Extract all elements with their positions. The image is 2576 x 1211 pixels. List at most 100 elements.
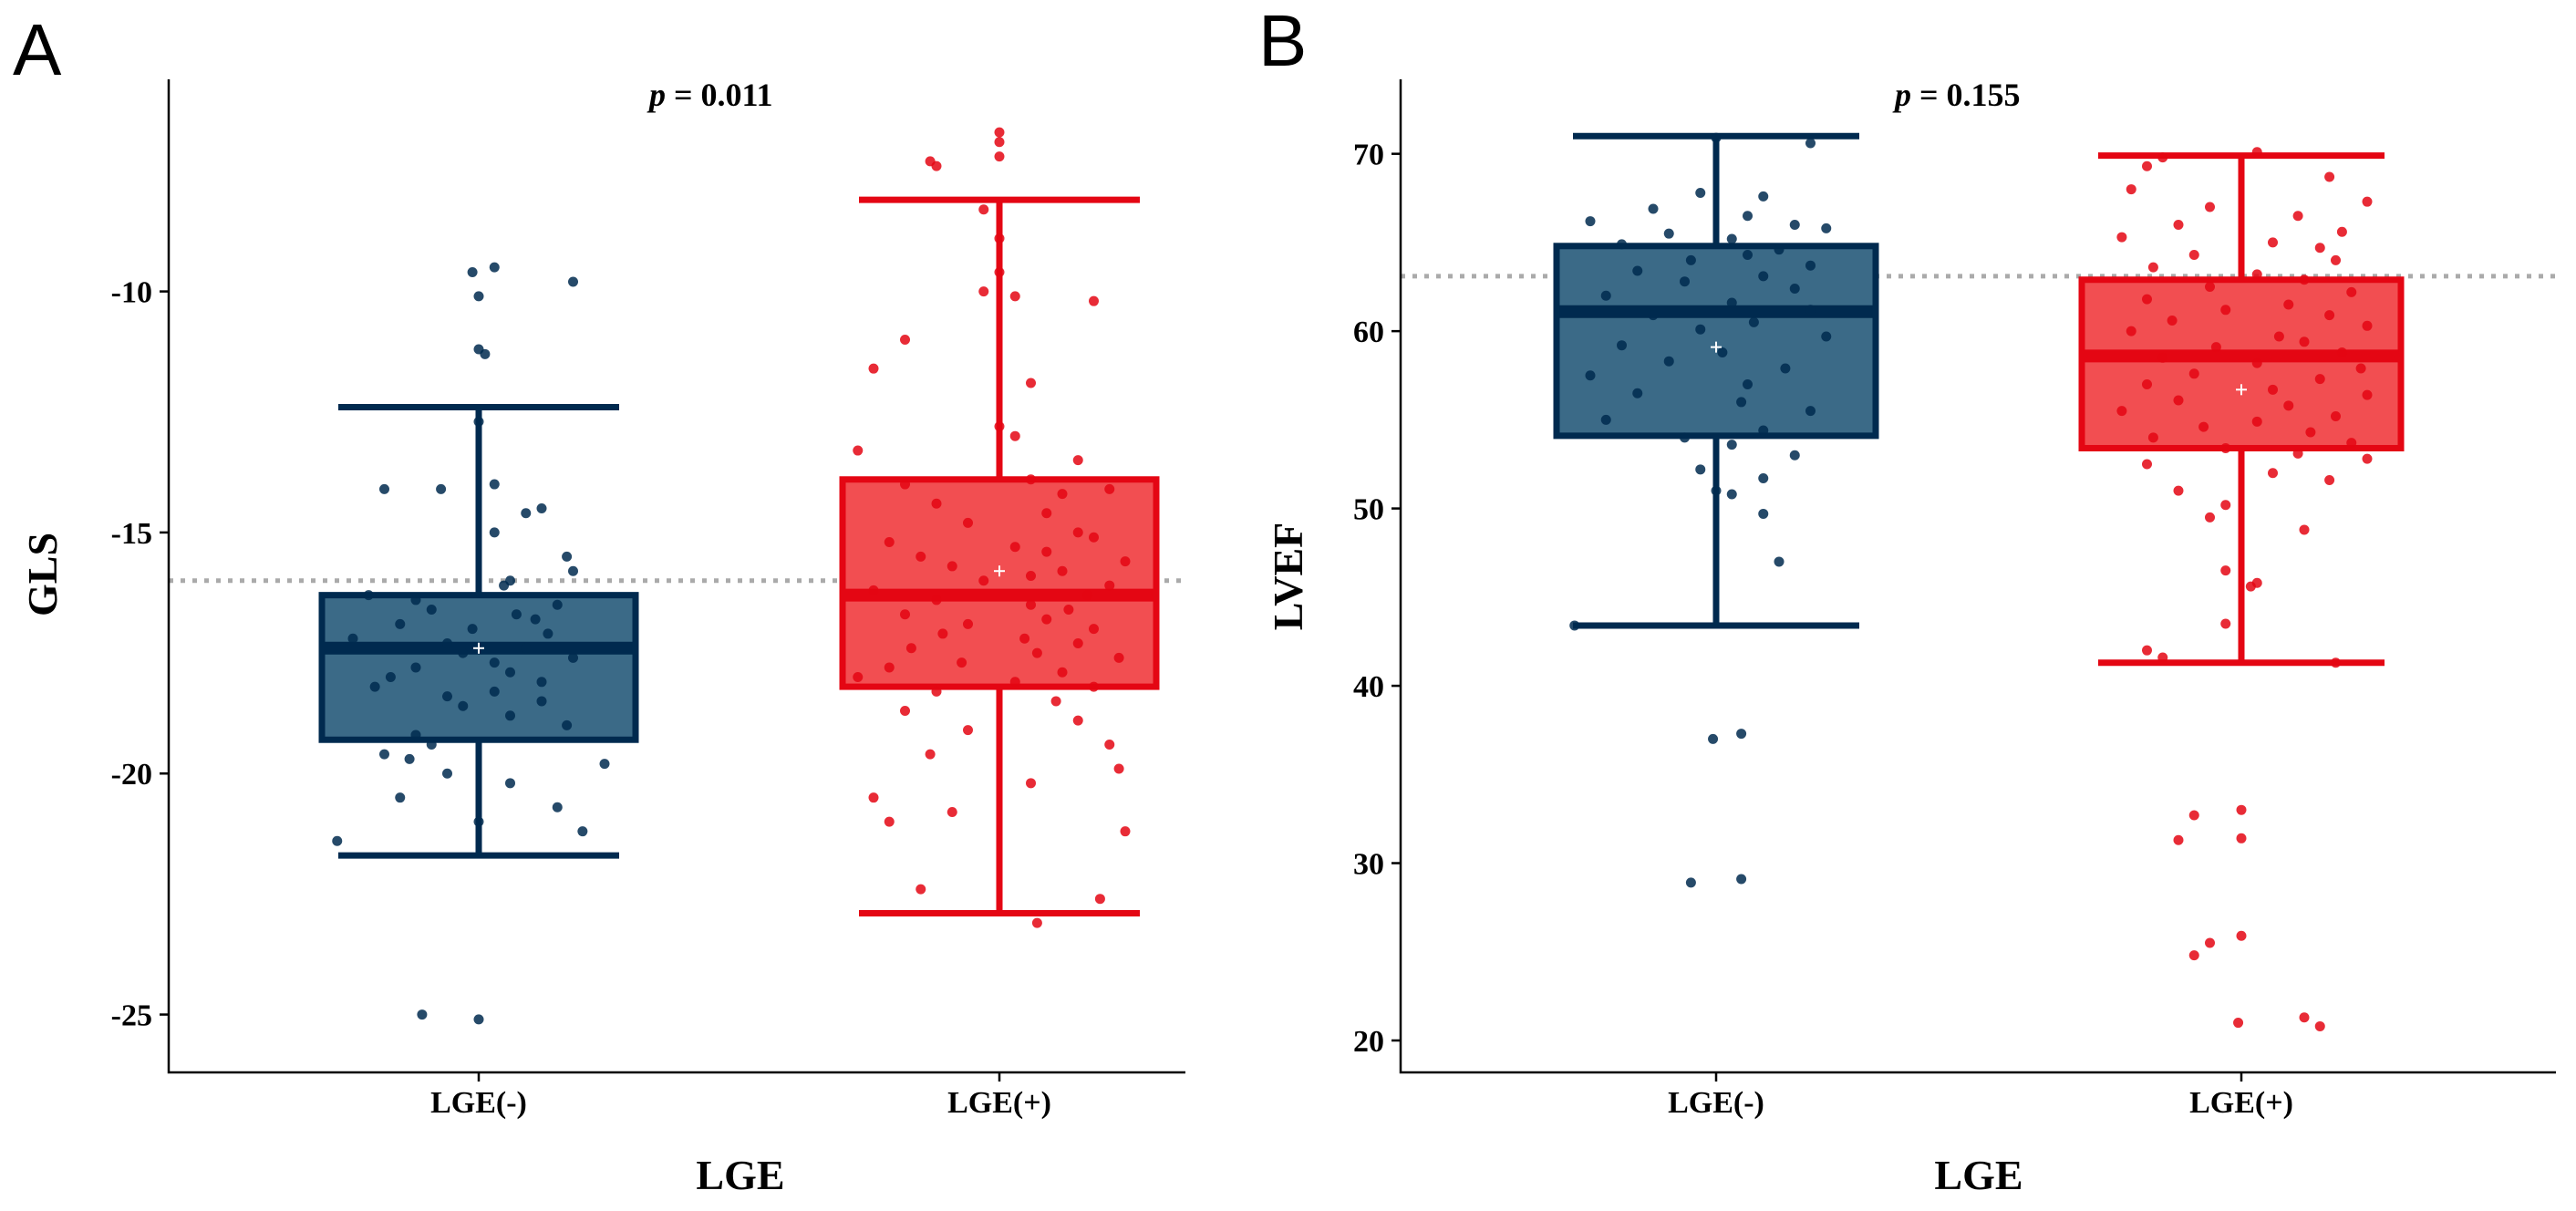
panel-b-point-lge-51 [2142, 459, 2152, 470]
panel-b-point-lge-62 [2142, 645, 2152, 656]
panel-a-point-lge-67 [868, 792, 879, 803]
panel-a-point-lge-33 [505, 667, 515, 678]
panel-a-point-lge-68 [947, 807, 957, 818]
panel-b-point-lge-12 [1774, 244, 1785, 255]
panel-a-p-text: = 0.011 [666, 77, 773, 113]
panel-b-mean-marker-lge [2236, 384, 2247, 396]
panel-b-point-lge-46 [1774, 556, 1785, 567]
panel-b-point-lge-38 [2362, 389, 2373, 400]
panel-b-point-lge-43 [1711, 485, 1722, 496]
panel-a-point-lge-10 [536, 502, 547, 513]
panel-a-point-lge-43 [410, 730, 421, 740]
panel-b-x-axis-title: LGE [1934, 1152, 2023, 1198]
panel-b-point-lge-35 [2314, 374, 2325, 385]
panel-a-point-lge-10 [1089, 295, 1099, 306]
panel-b-p-value: p = 0.155 [1892, 77, 2021, 113]
panel-a-point-lge-5 [480, 348, 491, 359]
panel-b-point-lge-33 [2355, 363, 2366, 374]
panel-a-point-lge-54 [332, 835, 343, 846]
panel-a-point-lge-12 [868, 363, 879, 374]
panel-b-axes [1399, 79, 2556, 1074]
panel-b-point-lge-10 [2116, 232, 2127, 243]
panel-b-point-lge-6 [1585, 216, 1596, 227]
panel-b-mean-marker-lge [1711, 341, 1722, 353]
panel-a-mean-marker-lge [473, 642, 484, 654]
panel-a-point-lge-64 [925, 749, 936, 760]
panel-b-point-lge-22 [1805, 305, 1816, 316]
panel-a-point-lge-24 [467, 624, 478, 635]
panel-a-point-lge-16 [853, 445, 864, 456]
panel-b-point-lge-50 [1736, 874, 1747, 885]
panel-b-point-lge-31 [2157, 352, 2168, 363]
panel-b-point-lge-7 [2292, 211, 2303, 222]
panel-b-box-lge [1553, 243, 1879, 440]
panel-b-point-lge-32 [1743, 378, 1753, 389]
panel-a-point-lge-38 [442, 691, 452, 702]
panel-b-point-lge-19 [2346, 286, 2357, 297]
panel-a-point-lge-31 [1120, 556, 1131, 567]
panel-b-point-lge-25 [2362, 320, 2373, 331]
panel-b-label: B [1258, 0, 1307, 81]
panel-b-point-lge-14 [2331, 254, 2341, 265]
panel-a-point-lge-56 [1009, 677, 1020, 688]
panel-a-points [332, 127, 1131, 1025]
panel-a-point-lge-1 [994, 137, 1005, 148]
panel-b-point-lge-42 [2331, 410, 2341, 421]
panel-b-point-lge-55 [2220, 500, 2231, 511]
panel-a-point-lge-49 [505, 778, 515, 789]
panel-a-point-lge-18 [410, 595, 421, 606]
panel-b-point-lge-63 [2157, 652, 2168, 663]
panel-a-point-lge-55 [417, 1009, 428, 1020]
panel-b-point-lge-47 [1569, 620, 1580, 631]
panel-b-point-lge-16 [2251, 269, 2262, 280]
panel-a-point-lge-50 [395, 792, 406, 803]
panel-b-point-lge-3 [1758, 191, 1769, 202]
panel-a-point-lge-23 [395, 618, 406, 629]
panel-a-point-lge-70 [1120, 826, 1131, 837]
panel-a-point-lge-30 [568, 652, 578, 663]
panel-b-boxes [1553, 132, 2405, 667]
panel-b-point-lge-54 [2173, 485, 2184, 496]
panel-a-p-symbol: p [647, 77, 666, 113]
panel-b-point-lge-16 [1632, 265, 1643, 276]
panel-b-point-lge-26 [2126, 326, 2136, 336]
panel-b-point-lge-5 [1743, 211, 1753, 222]
panel-a-point-lge-44 [426, 740, 437, 750]
panel-b-point-lge-8 [2173, 219, 2184, 230]
panel-b-point-lge-6 [2205, 202, 2215, 212]
panel-b-point-lge-60 [2245, 581, 2256, 592]
panel-a-point-lge-28 [521, 643, 532, 654]
panel-a-point-lge-39 [536, 696, 547, 707]
panel-b-point-lge-27 [2273, 331, 2284, 342]
panel-b-point-lge-11 [2268, 237, 2278, 248]
panel-b-point-lge-26 [1821, 331, 1832, 342]
panel-a-point-lge-42 [900, 609, 910, 620]
panel-b-point-lge-38 [1680, 432, 1690, 443]
panel-a-y-ticks: -25 -20 -15 -10 [111, 276, 169, 1033]
panel-a-y-tick-label-15: -15 [111, 517, 152, 551]
panel-b-y-tick-label-20: 20 [1353, 1025, 1384, 1059]
panel-b-point-lge-73 [2233, 1018, 2244, 1029]
panel-a-label: A [13, 9, 62, 90]
panel-a-point-lge-2 [568, 276, 578, 287]
panel-a-point-lge-0 [994, 127, 1005, 138]
panel-a-point-lge-52 [473, 816, 484, 827]
panel-a-point-lge-28 [1009, 542, 1020, 553]
panel-b-point-lge-33 [1632, 388, 1643, 398]
panel-b-p-text: = 0.155 [1911, 77, 2021, 113]
panel-b-point-lge-15 [1805, 260, 1816, 271]
panel-a-point-lge-62 [963, 725, 973, 736]
panel-a-point-lge-19 [900, 479, 910, 490]
panel-b-point-lge-49 [2292, 448, 2303, 459]
panel-a-point-lge-6 [473, 416, 484, 427]
panel-b-point-lge-30 [2336, 347, 2347, 357]
panel-a-point-lge-51 [552, 802, 563, 813]
panel-a-point-lge-9 [1009, 291, 1020, 302]
panel-b-point-lge-66 [2188, 810, 2199, 821]
panel-a-point-lge-15 [1009, 430, 1020, 441]
panel-b-point-lge-24 [2167, 315, 2178, 326]
panel-a-point-lge-20 [1104, 483, 1115, 494]
panel-a-point-lge-53 [577, 826, 588, 837]
panel-b-point-lge-64 [2331, 657, 2341, 668]
panel-a-x-tick-label-lge: LGE(-) [430, 1086, 527, 1120]
